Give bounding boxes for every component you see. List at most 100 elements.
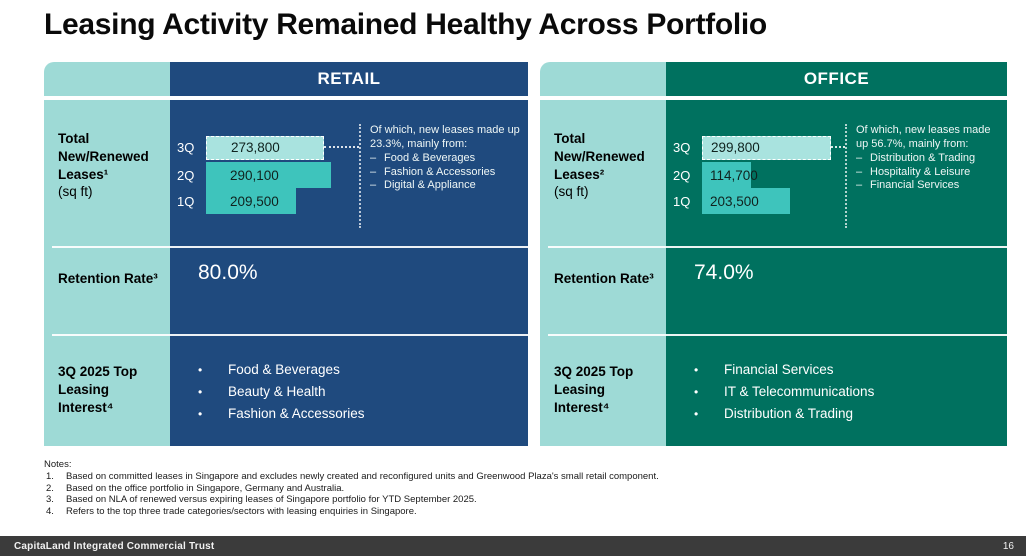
note-number: 4. (46, 506, 54, 518)
list-item: • Food & Beverages (198, 359, 528, 381)
office-bar-rows: 3Q 299,800 2Q 114,700 1Q (666, 135, 832, 214)
quarter-label: 1Q (177, 193, 195, 209)
retail-panel-title: RETAIL (317, 69, 381, 88)
office-leases-chart: 3Q 299,800 2Q 114,700 1Q (666, 100, 1007, 246)
bar-row-1q: 1Q 209,500 (170, 188, 331, 214)
callout-connector-line (324, 146, 359, 148)
office-panel-title: OFFICE (803, 69, 870, 88)
office-leases-label-text: Total New/Renewed Leases² (554, 131, 645, 182)
note-text: Based on the office portfolio in Singapo… (66, 482, 345, 494)
interest-item-text: Food & Beverages (228, 362, 340, 377)
retail-leases-unit: (sq ft) (58, 184, 93, 200)
bar-2q: 114,700 (702, 162, 758, 188)
dash-glyph: – (370, 152, 377, 164)
bar-1q: 209,500 (206, 188, 297, 214)
bar-value: 203,500 (710, 193, 759, 209)
interest-item-text: Distribution & Trading (724, 406, 854, 421)
retail-interest-section: • Food & Beverages • Beauty & Health • F… (170, 333, 528, 446)
callout-item-text: Distribution & Trading (870, 152, 976, 164)
dash-glyph: – (856, 152, 863, 164)
retail-retention-value: 80.0% (198, 261, 258, 284)
quarter-label: 1Q (673, 193, 691, 209)
callout-item-text: Food & Beverages (384, 152, 476, 164)
bullet-glyph: • (198, 385, 203, 399)
callout-item-text: Digital & Appliance (384, 179, 476, 191)
section-divider (548, 246, 1007, 248)
retail-label-column: Total New/Renewed Leases¹ (sq ft) Retent… (44, 100, 170, 446)
retail-leases-label: Total New/Renewed Leases¹ (sq ft) (44, 100, 170, 246)
office-leases-label: Total New/Renewed Leases² (sq ft) (540, 100, 666, 246)
panels-container: RETAIL Total New/Renewed Leases¹ (sq ft)… (44, 62, 1007, 446)
bar-row-2q: 2Q 290,100 (170, 162, 331, 188)
list-item: • Financial Services (694, 359, 1007, 381)
office-retention-section: 74.0% (666, 246, 1007, 333)
list-item: • Beauty & Health (198, 381, 528, 403)
interest-item-text: Financial Services (724, 362, 834, 377)
bar-2q: 290,100 (206, 162, 331, 188)
bar-1q: 203,500 (702, 188, 790, 214)
note-text: Refers to the top three trade categories… (66, 506, 417, 518)
note-number: 1. (46, 470, 54, 482)
retail-interest-label: 3Q 2025 Top Leasing Interest⁴ (58, 364, 138, 415)
retail-leases-label-text: Total New/Renewed Leases¹ (58, 131, 149, 182)
callout-item: – Hospitality & Leisure (856, 166, 1003, 180)
list-item: • Fashion & Accessories (198, 403, 528, 425)
note-text: Based on committed leases in Singapore a… (66, 470, 659, 482)
quarter-label: 2Q (673, 167, 691, 183)
retail-retention-section: 80.0% (170, 246, 528, 333)
retail-panel: RETAIL Total New/Renewed Leases¹ (sq ft)… (44, 62, 528, 446)
note-item: 4. Refers to the top three trade categor… (44, 506, 994, 518)
quarter-label: 3Q (177, 140, 195, 155)
notes-block: Notes: 1. Based on committed leases in S… (44, 459, 994, 518)
office-new-leases-callout: Of which, new leases made up 56.7%, main… (845, 124, 1003, 228)
office-panel-header: OFFICE (666, 62, 1007, 96)
office-interest-label: 3Q 2025 Top Leasing Interest⁴ (554, 364, 634, 415)
retail-leases-chart: 3Q 273,800 2Q 290,100 1Q (170, 100, 528, 246)
office-panel: OFFICE Total New/Renewed Leases² (sq ft)… (540, 62, 1007, 446)
note-item: 3. Based on NLA of renewed versus expiri… (44, 494, 994, 506)
bar-3q-highlighted: 273,800 (206, 135, 324, 160)
callout-lead-text: Of which, new leases made up 23.3%, main… (370, 124, 520, 150)
retail-panel-header: RETAIL (170, 62, 528, 96)
section-divider (548, 334, 1007, 336)
bullet-glyph: • (694, 407, 699, 421)
section-divider (52, 334, 528, 336)
quarter-label: 3Q (673, 140, 691, 155)
bar-value: 273,800 (231, 140, 280, 155)
interest-item-text: IT & Telecommunications (724, 384, 875, 399)
callout-lead-text: Of which, new leases made up 56.7%, main… (856, 124, 991, 150)
note-item: 2. Based on the office portfolio in Sing… (44, 483, 994, 495)
callout-item: – Digital & Appliance (370, 179, 524, 193)
bar-row-1q: 1Q 203,500 (666, 188, 831, 214)
bar-row-3q: 3Q 299,800 (666, 135, 832, 160)
callout-item-text: Financial Services (870, 179, 960, 191)
interest-item-text: Fashion & Accessories (228, 406, 365, 421)
list-item: • IT & Telecommunications (694, 381, 1007, 403)
bullet-glyph: • (694, 385, 699, 399)
notes-heading: Notes: (44, 459, 72, 470)
note-item: 1. Based on committed leases in Singapor… (44, 471, 994, 483)
bar-3q-highlighted: 299,800 (702, 135, 832, 160)
footer-company-name: CapitaLand Integrated Commercial Trust (14, 540, 215, 552)
page-number: 16 (1002, 540, 1014, 552)
dash-glyph: – (856, 165, 863, 178)
retail-corner-cell (44, 62, 170, 96)
page-title: Leasing Activity Remained Healthy Across… (44, 8, 767, 41)
note-text: Based on NLA of renewed versus expiring … (66, 494, 477, 506)
callout-item-text: Fashion & Accessories (384, 165, 496, 178)
callout-item: – Fashion & Accessories (370, 166, 524, 180)
note-number: 3. (46, 494, 54, 506)
office-interest-section: • Financial Services • IT & Telecommunic… (666, 333, 1007, 446)
bullet-glyph: • (198, 363, 203, 377)
retail-bar-rows: 3Q 273,800 2Q 290,100 1Q (170, 135, 331, 214)
retail-interest-list: • Food & Beverages • Beauty & Health • F… (170, 333, 528, 425)
callout-connector-line (831, 146, 845, 148)
footer-bar: CapitaLand Integrated Commercial Trust 1… (0, 536, 1026, 556)
office-interest-list: • Financial Services • IT & Telecommunic… (666, 333, 1007, 425)
bar-value: 209,500 (230, 193, 279, 209)
callout-item: – Food & Beverages (370, 152, 524, 166)
office-retention-label: Retention Rate³ (554, 271, 654, 286)
retail-retention-label: Retention Rate³ (58, 271, 158, 286)
quarter-label: 2Q (177, 167, 195, 183)
